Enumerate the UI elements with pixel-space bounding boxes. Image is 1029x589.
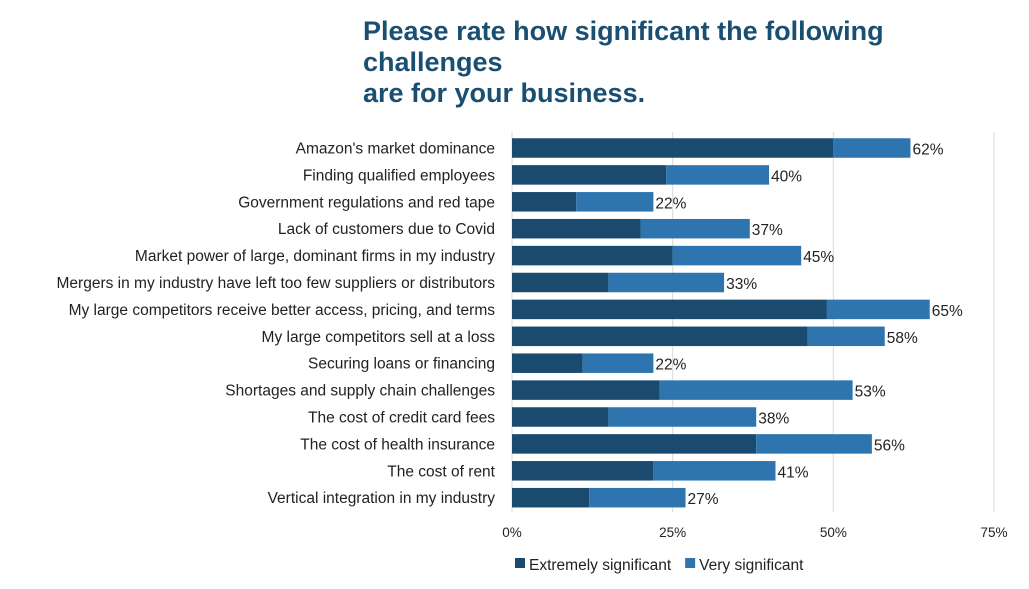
- category-label-11: The cost of health insurance: [300, 436, 495, 453]
- bar-extremely-13: [512, 487, 590, 508]
- total-label-9: 53%: [855, 384, 886, 401]
- total-label-7: 58%: [887, 330, 918, 347]
- chart-title-line-2: are for your business.: [363, 78, 646, 108]
- total-label-12: 41%: [777, 464, 808, 481]
- total-label-1: 40%: [771, 168, 802, 185]
- bar-extremely-2: [512, 192, 577, 212]
- bar-very-5: [608, 272, 725, 293]
- category-label-2: Government regulations and red tape: [238, 194, 495, 211]
- bar-very-8: [582, 353, 654, 373]
- chart-title-line-1: Please rate how significant the followin…: [363, 16, 884, 77]
- chart-title: Please rate how significant the followin…: [363, 16, 1013, 109]
- total-label-13: 27%: [688, 491, 719, 508]
- category-label-3: Lack of customers due to Covid: [278, 221, 495, 238]
- bar-extremely-1: [512, 165, 667, 185]
- bar-very-4: [672, 245, 802, 266]
- x-tick-label-1: 25%: [659, 525, 686, 540]
- category-label-8: Securing loans or financing: [308, 356, 495, 373]
- category-label-13: Vertical integration in my industry: [268, 490, 496, 507]
- legend-swatch-0: [515, 558, 525, 568]
- x-tick-label-2: 50%: [820, 525, 847, 540]
- total-label-6: 65%: [932, 303, 963, 320]
- bar-very-0: [833, 138, 911, 158]
- total-label-4: 45%: [803, 249, 834, 266]
- legend-swatch-1: [685, 558, 696, 568]
- bar-very-1: [666, 165, 770, 185]
- bar-very-6: [826, 299, 930, 320]
- category-label-1: Finding qualified employees: [303, 167, 495, 184]
- bar-extremely-5: [512, 272, 609, 293]
- category-label-4: Market power of large, dominant firms in…: [135, 248, 495, 265]
- category-label-5: Mergers in my industry have left too few…: [57, 275, 496, 292]
- bar-very-9: [659, 380, 853, 400]
- category-label-6: My large competitors receive better acce…: [69, 302, 496, 319]
- legend-label-1: Very significant: [699, 557, 804, 574]
- bar-very-11: [756, 434, 872, 454]
- bar-extremely-11: [512, 434, 757, 454]
- bar-very-12: [653, 461, 776, 481]
- bar-extremely-0: [512, 138, 834, 158]
- bar-extremely-7: [512, 326, 808, 347]
- bar-very-3: [640, 218, 750, 239]
- bar-very-2: [576, 192, 654, 212]
- total-label-2: 22%: [655, 195, 686, 212]
- total-label-10: 38%: [758, 411, 789, 428]
- category-label-12: The cost of rent: [387, 463, 495, 480]
- legend-label-0: Extremely significant: [529, 557, 672, 574]
- total-label-11: 56%: [874, 437, 905, 454]
- bar-extremely-10: [512, 407, 609, 427]
- bar-very-10: [608, 407, 757, 427]
- x-tick-label-0: 0%: [502, 525, 522, 540]
- bar-very-13: [589, 487, 686, 508]
- bar-extremely-9: [512, 380, 660, 400]
- total-label-8: 22%: [655, 357, 686, 374]
- bar-extremely-6: [512, 299, 827, 320]
- bar-extremely-3: [512, 218, 641, 239]
- category-label-7: My large competitors sell at a loss: [262, 329, 496, 346]
- x-tick-label-3: 75%: [980, 525, 1007, 540]
- total-label-5: 33%: [726, 276, 757, 293]
- category-label-0: Amazon's market dominance: [296, 141, 495, 158]
- bar-very-7: [807, 326, 885, 347]
- bar-extremely-4: [512, 245, 673, 266]
- total-label-0: 62%: [912, 142, 943, 159]
- bar-extremely-8: [512, 353, 583, 373]
- total-label-3: 37%: [752, 222, 783, 239]
- category-label-9: Shortages and supply chain challenges: [225, 383, 495, 400]
- category-label-10: The cost of credit card fees: [308, 410, 495, 427]
- bar-extremely-12: [512, 461, 654, 481]
